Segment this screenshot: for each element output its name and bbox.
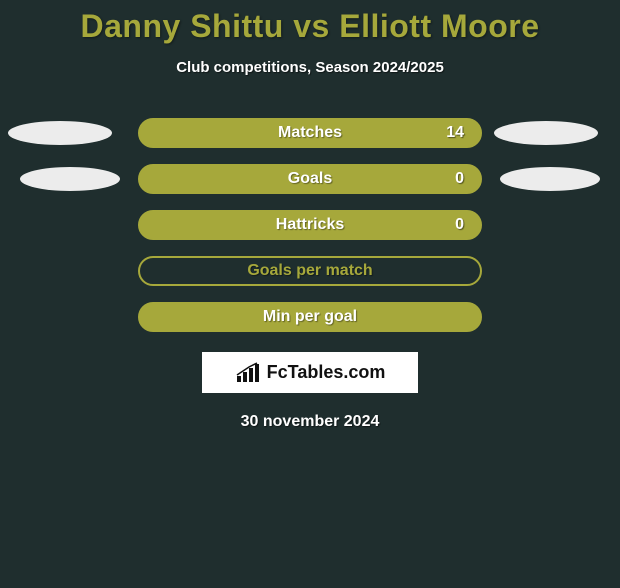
logo-text-fc: Fc	[267, 362, 288, 382]
right-value-ellipse	[494, 121, 598, 145]
page-subtitle: Club competitions, Season 2024/2025	[0, 59, 620, 76]
stat-value-right: 14	[446, 124, 464, 142]
stat-bar-goals: Goals 0	[138, 164, 482, 194]
stat-label: Hattricks	[276, 216, 344, 234]
stat-row: Goals per match	[0, 256, 620, 286]
stat-row: Min per goal	[0, 302, 620, 332]
date-label: 30 november 2024	[0, 413, 620, 431]
logo-text-dotcom: .com	[343, 362, 385, 382]
stat-label: Min per goal	[263, 308, 357, 326]
right-value-ellipse	[500, 167, 600, 191]
stat-bar-hattricks: Hattricks 0	[138, 210, 482, 240]
logo-text: FcTables.com	[267, 362, 386, 383]
stats-container: Matches 14 Goals 0 Hattricks 0 Goals per…	[0, 118, 620, 332]
left-value-ellipse	[20, 167, 120, 191]
page-title: Danny Shittu vs Elliott Moore	[0, 8, 620, 45]
stat-bar-matches: Matches 14	[138, 118, 482, 148]
stat-bar-min-per-goal: Min per goal	[138, 302, 482, 332]
stat-row: Matches 14	[0, 118, 620, 148]
stat-value-right: 0	[455, 216, 464, 234]
bar-chart-icon	[235, 362, 261, 384]
logo-text-tables: Tables	[288, 362, 344, 382]
left-value-ellipse	[8, 121, 112, 145]
stat-bar-goals-per-match: Goals per match	[138, 256, 482, 286]
stat-row: Goals 0	[0, 164, 620, 194]
stat-label: Matches	[278, 124, 342, 142]
stat-label: Goals per match	[247, 262, 372, 280]
stat-value-right: 0	[455, 170, 464, 188]
fctables-logo[interactable]: FcTables.com	[202, 352, 418, 393]
stat-label: Goals	[288, 170, 332, 188]
stat-row: Hattricks 0	[0, 210, 620, 240]
